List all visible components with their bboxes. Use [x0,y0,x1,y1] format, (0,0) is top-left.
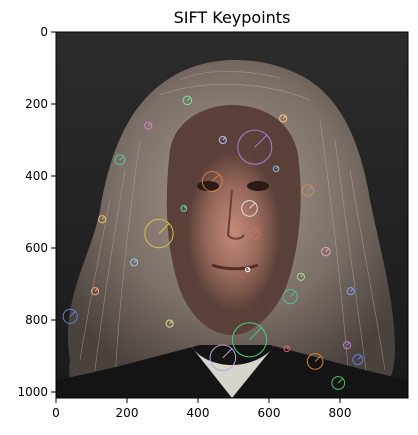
keypoint-circle [144,218,174,249]
keypoint-orientation [158,223,170,234]
face [166,105,301,335]
keypoint-orientation [211,174,220,182]
keypoint-circle [180,205,188,212]
y-axis: 0 200 400 600 800 1000 [17,25,56,399]
chart-title: SIFT Keypoints [174,8,291,27]
keypoint-circle [91,287,100,296]
y-tick-label: 1000 [17,385,48,399]
portrait-image [56,32,408,398]
keypoint-orientation [183,206,187,209]
keypoint-orientation [275,166,279,170]
axes-frame [55,31,409,399]
keypoint-orientation [286,346,290,350]
x-axis: 0 200 400 600 800 [52,398,351,420]
x-tick-label: 400 [187,406,210,420]
keypoint-orientation [169,320,173,324]
keypoint-orientation [300,273,304,278]
keypoint-circle [218,135,227,145]
keypoint-orientation [147,122,152,126]
hair-strands [79,71,386,391]
keypoint-orientation [314,355,321,362]
keypoint-orientation [357,355,362,360]
keypoint-circle [296,272,306,281]
keypoint-orientation [119,155,124,161]
keypoint-orientation [307,186,313,191]
keypoint-circle [279,114,288,123]
y-tick-label: 600 [25,241,48,255]
keypoint-orientation [222,348,233,359]
mouth [211,263,259,271]
keypoint-layer [62,95,364,390]
keypoint-circle [98,215,107,224]
keypoint-circle [249,228,261,240]
x-tick-label: 600 [258,406,281,420]
keypoint-orientation [186,97,191,101]
keypoint-circle [209,344,237,372]
y-tick-label: 200 [25,97,48,111]
keypoint-orientation [289,291,296,297]
keypoint-circle [201,170,223,192]
keypoint-circle [241,200,258,217]
keypoint-orientation [254,134,268,148]
keypoint-circle [144,121,153,130]
keypoint-circle [237,129,273,165]
keypoint-orientation [282,115,287,119]
keypoint-orientation [337,378,344,384]
keypoint-circle [272,165,280,173]
nose [226,189,245,240]
keypoint-circle [62,308,78,324]
keypoint-orientation [69,311,76,317]
keypoint-orientation [249,202,256,209]
keypoint-circle [352,354,364,366]
keypoint-orientation [101,216,105,220]
keypoint-orientation [249,327,262,341]
keypoint-orientation [94,288,98,292]
keypoint-circle [331,376,346,390]
keypoint-circle [346,287,355,296]
keypoint-circle [306,353,324,370]
keypoint-circle [321,246,331,257]
keypoint-circle [182,95,193,106]
collar [190,345,275,398]
keypoint-circle [283,345,291,353]
left-eye [197,181,219,191]
keypoint-orientation [254,229,259,234]
keypoint-orientation [222,137,226,141]
keypoint-circle [130,258,139,267]
x-tick-label: 800 [329,406,352,420]
keypoint-circle [231,322,268,358]
keypoint-circle [282,289,298,305]
keypoint-circle [165,319,174,328]
keypoint-orientation [247,267,250,270]
keypoint-orientation [325,248,330,252]
keypoint-circle [114,154,126,166]
keypoint-circle [301,184,315,197]
x-tick-label: 0 [52,406,60,420]
keypoint-circle [245,266,251,273]
right-eye [247,181,269,191]
keypoint-orientation [133,259,137,263]
keypoint-orientation [346,342,350,346]
y-tick-label: 800 [25,313,48,327]
y-tick-label: 400 [25,169,48,183]
x-tick-label: 200 [116,406,139,420]
y-tick-label: 0 [40,25,48,39]
keypoint-circle [343,341,352,350]
keypoint-orientation [350,288,354,292]
